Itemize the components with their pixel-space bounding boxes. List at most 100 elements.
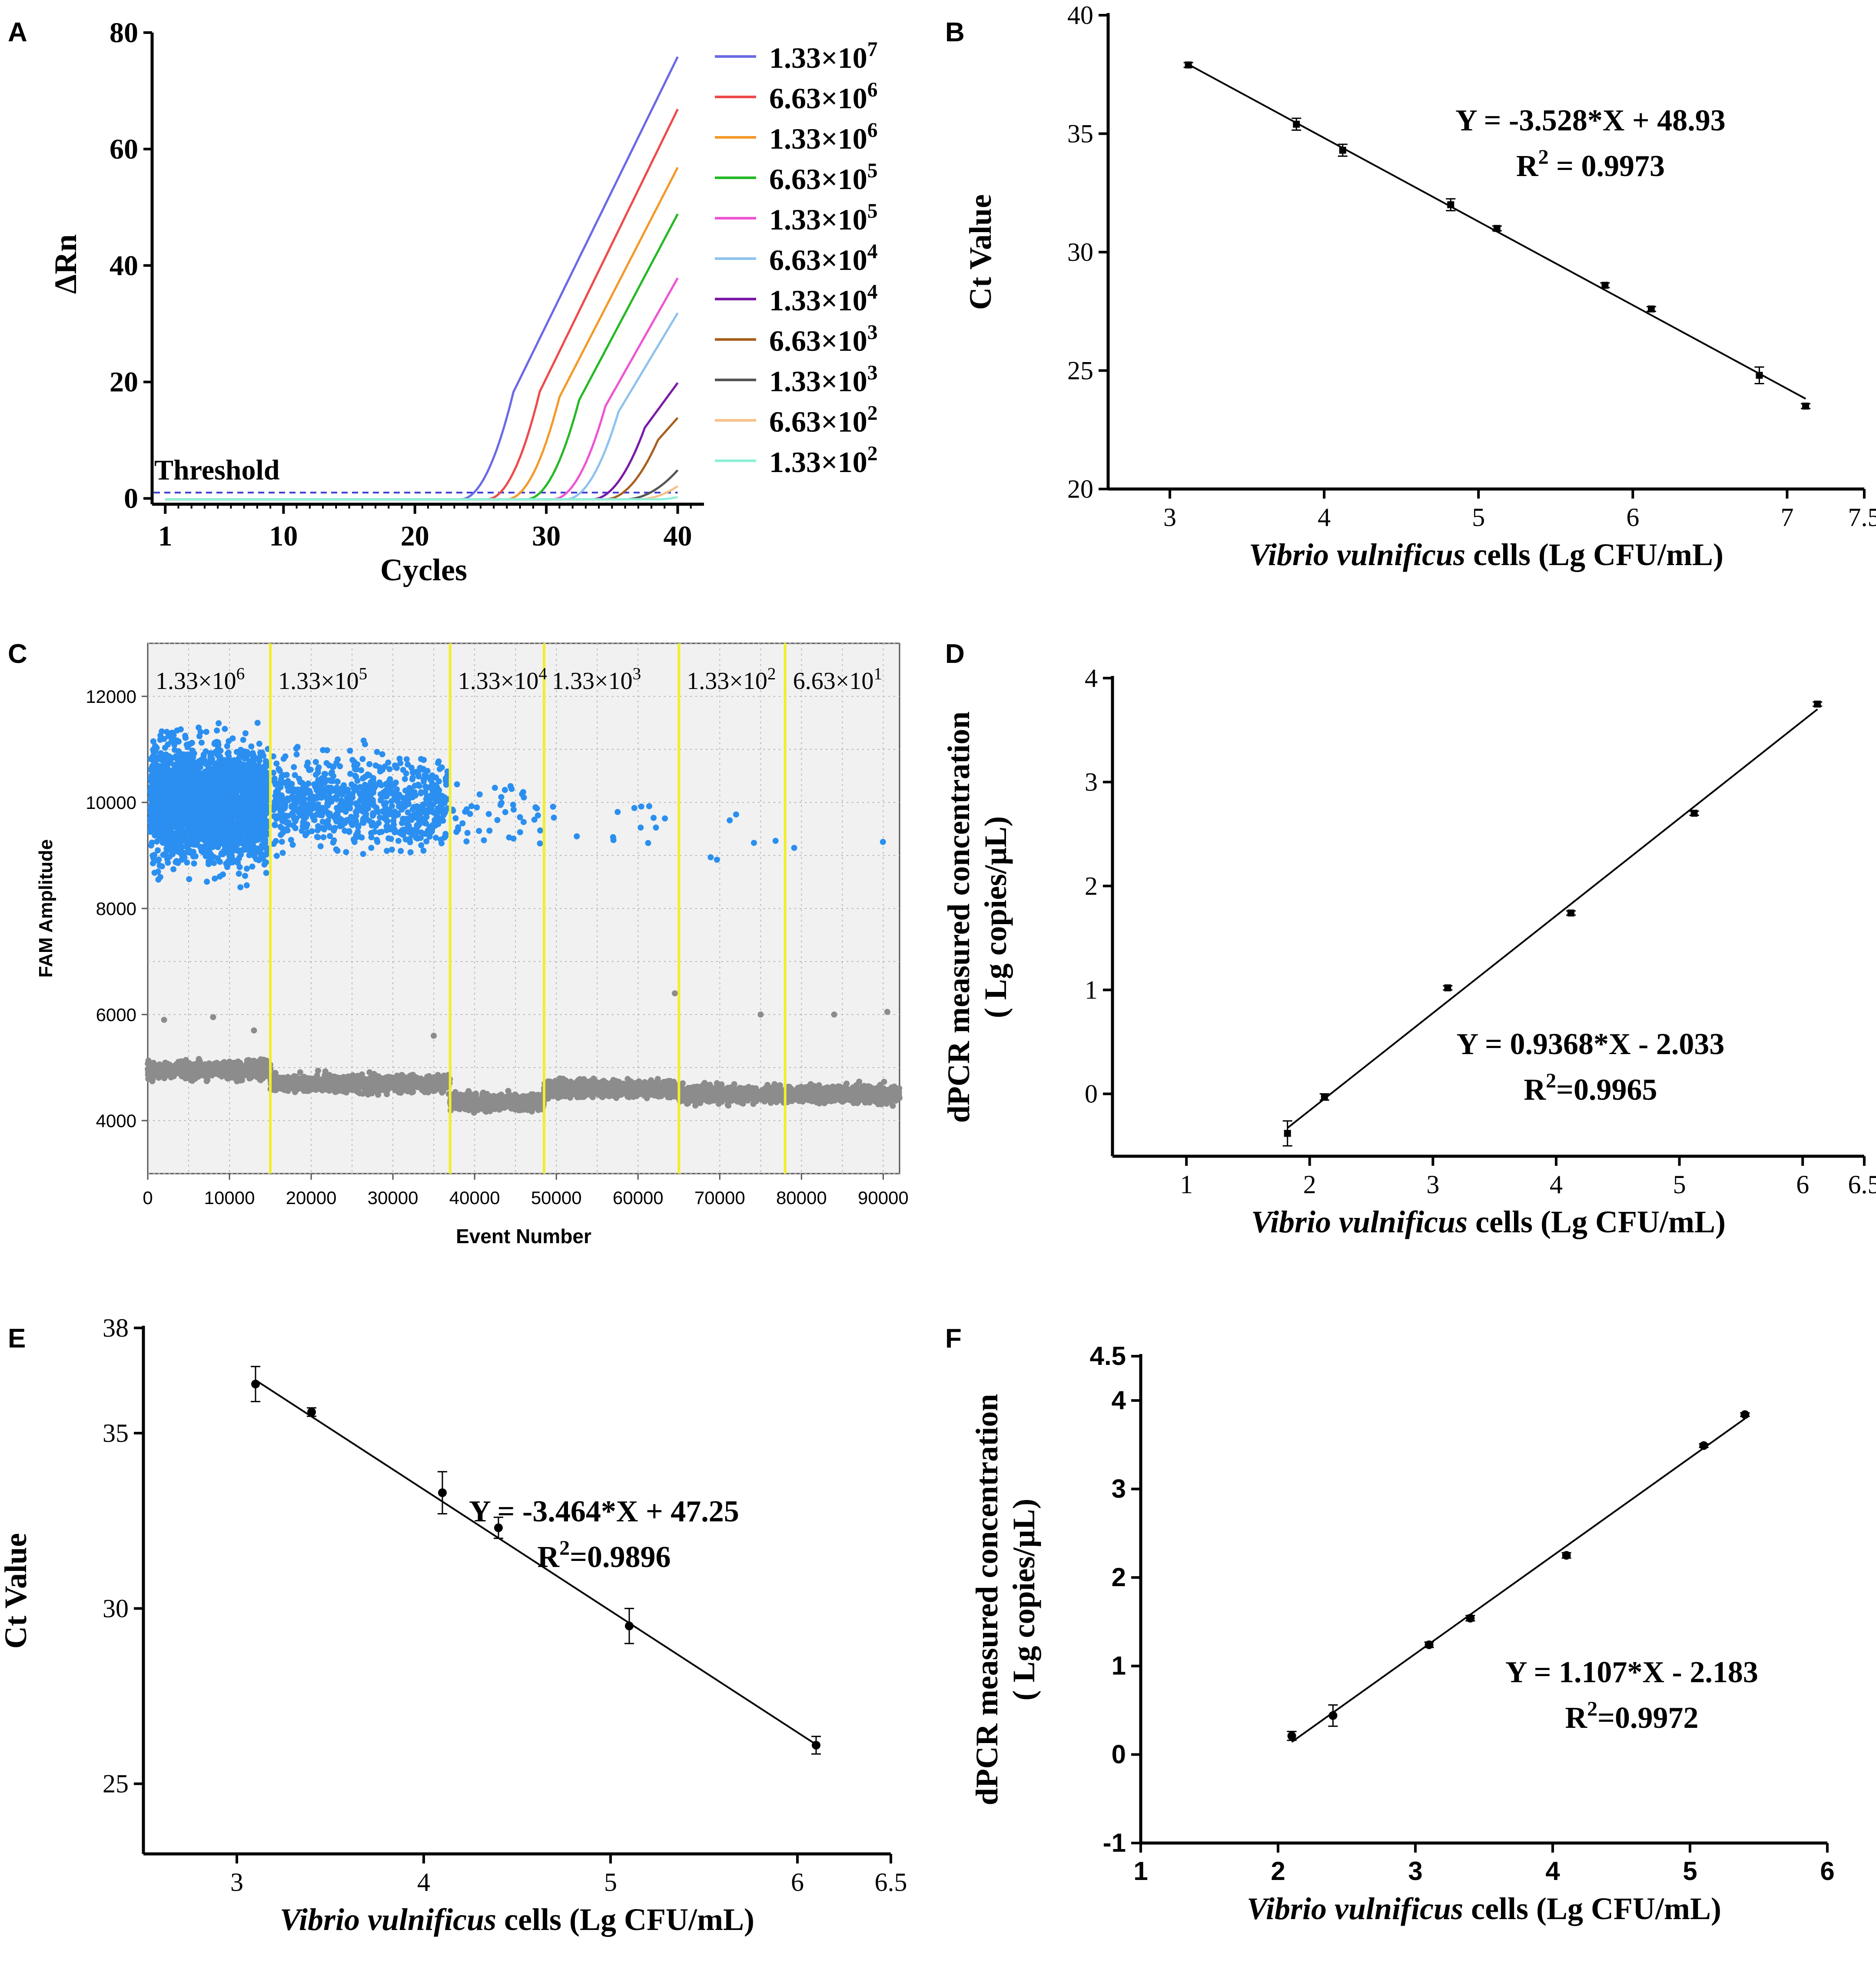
negative-droplet <box>746 1090 752 1096</box>
negative-droplet <box>774 1083 780 1089</box>
legend-label: 6.63×103 <box>769 321 878 357</box>
legend-label-base: 6.63×10 <box>769 405 867 438</box>
legend-label-base: 6.63×10 <box>769 163 867 196</box>
negative-droplet <box>665 1078 671 1084</box>
negative-droplet <box>466 1094 472 1100</box>
negative-droplet <box>210 1014 216 1021</box>
negative-droplet <box>711 1098 717 1104</box>
negative-droplet <box>851 1097 857 1104</box>
negative-droplet <box>433 1077 440 1083</box>
negative-droplet <box>231 1062 238 1068</box>
negative-droplet <box>297 1069 303 1075</box>
negative-droplet <box>322 1071 328 1078</box>
legend-label-base: 1.33×10 <box>769 446 867 479</box>
negative-droplet <box>855 1087 862 1094</box>
legend-label-exponent: 5 <box>867 200 878 223</box>
panel-label-a: A <box>8 17 27 47</box>
legend-label-base: 1.33×10 <box>769 284 867 317</box>
negative-droplet <box>146 1062 153 1068</box>
chart-panel-c: 1.33×106 1.33×105 1.33×104 1.33×103 1.33×102… <box>35 642 909 1248</box>
legend-label-exponent: 6 <box>867 79 878 101</box>
negative-droplet <box>202 1065 209 1071</box>
legend-label: 1.33×104 <box>769 281 878 317</box>
negative-droplet <box>329 1078 335 1084</box>
negative-droplet <box>717 1090 723 1096</box>
negative-droplet <box>410 1071 416 1078</box>
legend-label-exponent: 2 <box>867 402 878 425</box>
negative-droplet <box>249 1058 256 1064</box>
negative-droplet <box>563 1087 569 1093</box>
y-tick-label: 25 <box>1067 356 1093 385</box>
negative-droplet <box>298 1075 305 1081</box>
r-squared-exponent: 2 <box>1538 146 1549 169</box>
negative-droplet <box>856 1078 863 1085</box>
negative-droplet <box>574 1078 581 1085</box>
negative-droplet <box>392 1085 398 1092</box>
negative-droplet <box>390 1078 396 1085</box>
legend-label: 1.33×106 <box>769 119 878 155</box>
negative-droplet <box>884 1008 890 1015</box>
negative-droplet <box>896 1088 902 1095</box>
negative-droplet <box>757 1011 764 1018</box>
negative-droplet <box>315 1068 321 1074</box>
y-tick-label: 35 <box>1067 120 1093 148</box>
negative-droplet <box>384 1091 390 1098</box>
negative-droplet <box>179 1071 185 1077</box>
negative-droplet <box>547 1080 554 1086</box>
legend-label-exponent: 6 <box>867 119 878 142</box>
negative-droplet <box>600 1081 606 1088</box>
x-axis-title: Cycles <box>380 552 467 587</box>
negative-droplet <box>594 1086 600 1092</box>
negative-droplet <box>468 1105 474 1112</box>
negative-droplet <box>204 1075 210 1082</box>
data-point <box>1756 372 1763 379</box>
x-axis-title-rest: cells (Lg CFU/mL) <box>1465 537 1723 572</box>
negative-droplet <box>439 1089 445 1096</box>
negative-droplet <box>186 1065 192 1072</box>
y-tick-label: 40 <box>1067 1 1093 30</box>
legend-label-exponent: 4 <box>867 281 878 303</box>
legend-label-exponent: 5 <box>867 160 878 182</box>
negative-droplet <box>431 1032 437 1039</box>
negative-droplet <box>199 1072 205 1078</box>
regression-equation: Y = -3.528*X + 48.93 <box>1455 104 1726 137</box>
x-tick-label: 40 <box>664 520 692 552</box>
legend-label-exponent: 3 <box>867 321 878 344</box>
x-tick-label: 7.5 <box>1848 503 1876 532</box>
negative-droplet <box>807 1085 813 1092</box>
negative-droplet <box>318 1081 324 1088</box>
negative-droplet <box>525 1107 531 1113</box>
negative-droplet <box>271 1071 278 1078</box>
negative-droplet <box>211 1068 217 1074</box>
legend-label: 1.33×103 <box>769 362 878 398</box>
r-squared-prefix: R <box>1516 150 1539 183</box>
negative-droplet <box>725 1091 732 1098</box>
negative-droplet <box>173 1068 179 1075</box>
data-point <box>1339 146 1346 154</box>
legend-label-base: 6.63×10 <box>769 324 867 357</box>
amplification-curve <box>165 496 678 501</box>
negative-droplet <box>404 1088 411 1095</box>
negative-droplet <box>680 1080 686 1087</box>
negative-droplet <box>616 1083 622 1089</box>
legend-label-base: 1.33×10 <box>769 365 867 398</box>
negative-droplet <box>253 1074 260 1080</box>
negative-droplet <box>252 1064 259 1070</box>
negative-droplet <box>484 1091 490 1097</box>
negative-droplet <box>329 1085 335 1092</box>
positive-droplet <box>224 864 230 870</box>
negative-droplet <box>153 1062 159 1068</box>
legend-label-base: 6.63×10 <box>769 82 867 115</box>
negative-droplet <box>381 1079 387 1086</box>
negative-droplet <box>655 1093 661 1100</box>
negative-droplet <box>425 1089 432 1096</box>
negative-droplet <box>648 1077 654 1084</box>
negative-droplet <box>472 1098 478 1105</box>
panel-label-b: B <box>945 17 965 47</box>
negative-droplet <box>832 1085 839 1091</box>
negative-droplet <box>707 1085 713 1091</box>
data-point <box>1647 305 1655 313</box>
negative-droplet <box>196 1058 202 1064</box>
